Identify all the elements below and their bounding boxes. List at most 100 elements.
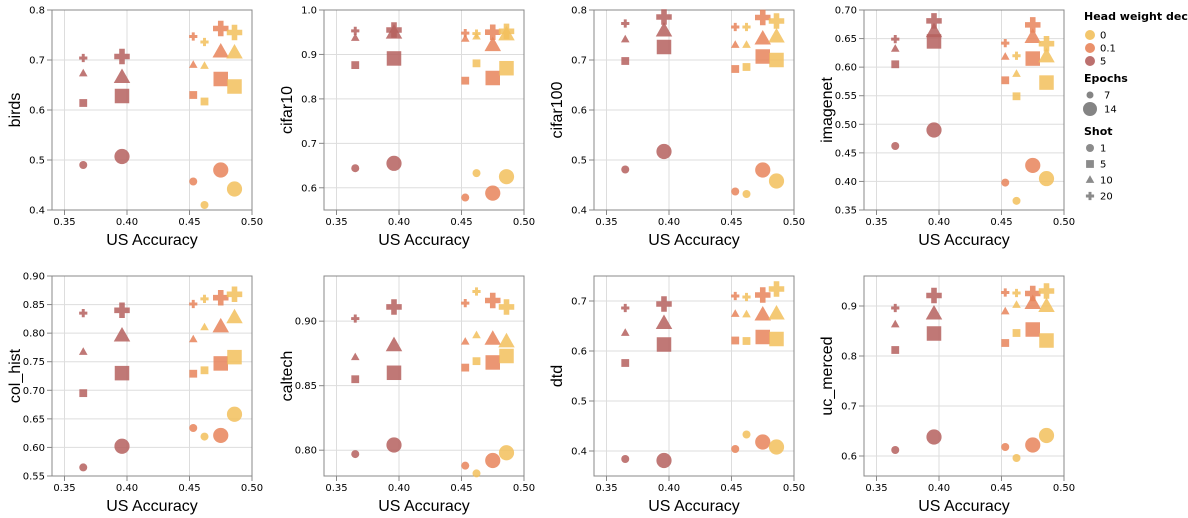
- legend-label-epochs: 14: [1104, 105, 1117, 116]
- data-point: [656, 39, 672, 55]
- data-point: [461, 76, 470, 85]
- x-tick-label: 0.40: [388, 217, 410, 228]
- data-point: [485, 292, 501, 309]
- data-point: [200, 37, 209, 47]
- data-point: [498, 299, 515, 315]
- data-point: [213, 162, 229, 178]
- x-tick-label: 0.40: [928, 217, 950, 228]
- y-tick-label: 0.8: [841, 352, 857, 363]
- data-point: [472, 287, 481, 296]
- data-point: [1000, 52, 1010, 60]
- data-point: [200, 322, 209, 331]
- data-point: [79, 53, 88, 63]
- data-point: [621, 455, 630, 463]
- legend-swatch-epochs: [1086, 91, 1094, 99]
- data-point: [200, 201, 209, 209]
- data-point: [386, 51, 402, 66]
- y-tick-label: 0.8: [29, 6, 45, 17]
- data-point: [926, 429, 942, 445]
- data-point: [1038, 427, 1055, 444]
- legend-swatch-shot: [1086, 144, 1094, 152]
- data-point: [755, 329, 770, 345]
- y-tick-label: 0.5: [571, 156, 587, 167]
- y-tick-label: 0.8: [571, 6, 587, 17]
- data-point: [655, 314, 673, 330]
- y-tick-label: 0.4: [29, 206, 45, 217]
- data-point: [79, 463, 88, 472]
- data-point: [769, 331, 784, 347]
- y-tick-label: 0.6: [29, 106, 45, 117]
- data-point: [891, 346, 900, 354]
- legend-title-decay: Head weight decay: [1084, 10, 1188, 23]
- x-axis-title: US Accuracy: [648, 232, 740, 249]
- legend-label-decay: 0: [1100, 31, 1106, 42]
- x-tick-label: 0.40: [658, 483, 680, 494]
- y-tick-label: 0.80: [295, 446, 317, 457]
- legend-title-shot: Shot: [1084, 125, 1113, 138]
- y-tick-label: 0.55: [835, 91, 857, 102]
- data-point: [731, 187, 740, 196]
- y-axis-title: caltech: [279, 351, 296, 402]
- data-point: [890, 319, 900, 328]
- data-point: [351, 164, 360, 173]
- data-point: [472, 169, 481, 178]
- y-tick-label: 0.75: [23, 357, 45, 368]
- data-point: [484, 330, 501, 345]
- x-tick-label: 0.40: [388, 483, 410, 494]
- data-point: [1039, 75, 1054, 90]
- x-tick-label: 0.45: [990, 217, 1012, 228]
- data-point: [212, 317, 229, 333]
- data-point: [200, 366, 209, 375]
- data-point: [1038, 283, 1055, 299]
- legend-swatch-decay: [1085, 56, 1095, 66]
- data-point: [461, 363, 470, 372]
- x-tick-label: 0.35: [595, 217, 617, 228]
- data-point: [386, 365, 402, 381]
- y-tick-label: 0.90: [295, 317, 317, 328]
- data-point: [189, 369, 198, 378]
- data-point: [1012, 288, 1021, 298]
- data-point: [189, 177, 198, 186]
- data-point: [891, 446, 900, 454]
- data-point: [926, 122, 942, 138]
- data-point: [472, 357, 481, 366]
- panel-frame: [863, 275, 1065, 477]
- panel-cifar100: 0.35 0.40 0.45 0.50 0.4 0.5 0.6 0.7 0.8 US Accura…: [549, 6, 805, 250]
- data-point: [655, 21, 673, 37]
- y-tick-label: 0.65: [835, 34, 857, 45]
- y-tick-label: 0.60: [23, 443, 45, 454]
- data-point: [114, 365, 130, 381]
- data-point: [1012, 69, 1021, 77]
- data-point: [472, 29, 481, 38]
- data-point: [1001, 178, 1010, 187]
- data-point: [79, 161, 88, 169]
- legend-label-shot: 10: [1100, 176, 1113, 187]
- data-point: [1012, 329, 1021, 337]
- data-point: [768, 13, 785, 29]
- data-point: [768, 281, 785, 297]
- data-point: [113, 326, 131, 342]
- x-axis-title: US Accuracy: [918, 498, 1010, 515]
- legend-label-epochs: 7: [1104, 91, 1110, 102]
- data-point: [213, 71, 228, 87]
- data-point: [1001, 339, 1010, 347]
- legend-label-decay: 5: [1100, 57, 1106, 68]
- x-tick-label: 0.45: [450, 483, 472, 494]
- data-point: [499, 60, 514, 76]
- data-point: [385, 336, 403, 352]
- x-tick-label: 0.40: [658, 217, 680, 228]
- data-point: [742, 292, 751, 302]
- y-tick-label: 0.85: [23, 300, 45, 311]
- x-tick-label: 0.50: [1053, 483, 1075, 494]
- y-tick-label: 0.9: [841, 302, 857, 313]
- data-point: [461, 298, 470, 308]
- data-point: [226, 181, 243, 197]
- y-tick-label: 0.85: [295, 381, 317, 392]
- data-point: [188, 60, 198, 68]
- data-point: [78, 347, 88, 355]
- data-point: [213, 427, 229, 444]
- data-point: [226, 406, 243, 422]
- x-tick-label: 0.40: [116, 483, 138, 494]
- y-tick-label: 0.65: [23, 414, 45, 425]
- y-tick-label: 0.5: [571, 397, 587, 408]
